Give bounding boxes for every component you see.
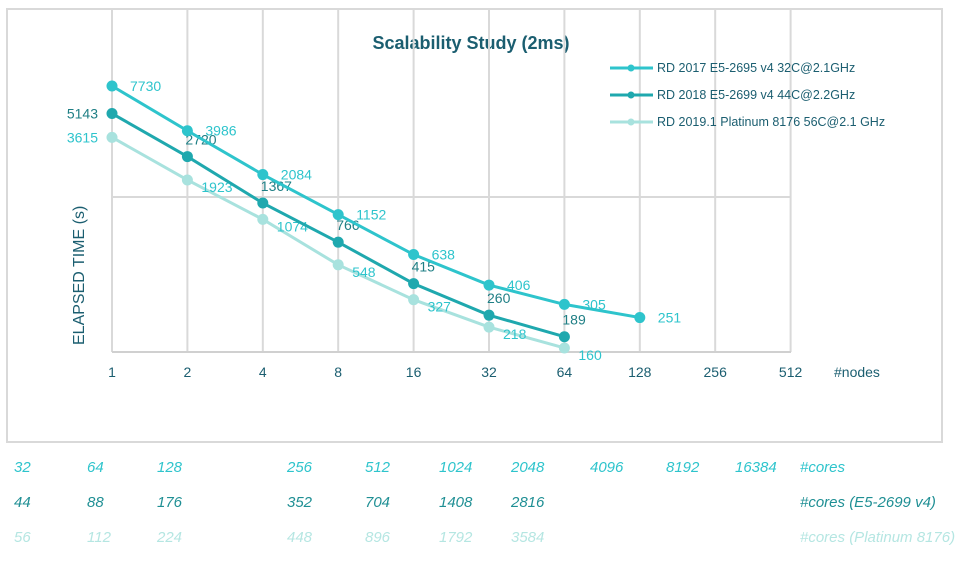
data-point [106, 80, 118, 92]
data-point [558, 298, 570, 310]
data-label: 5143 [67, 106, 98, 122]
cores-value: 56 [14, 529, 31, 546]
x-tick-label: 128 [628, 364, 652, 380]
data-label: 1074 [277, 218, 308, 234]
data-label: 218 [503, 326, 527, 342]
legend: RD 2017 E5-2695 v4 32C@2.1GHz RD 2018 E5-… [610, 61, 885, 129]
legend-entry: RD 2018 E5-2699 v4 44C@2.2GHz [657, 88, 855, 102]
cores-row-label: #cores (E5-2699 v4) [800, 494, 936, 511]
cores-value: 1792 [439, 529, 473, 546]
data-point [408, 249, 420, 261]
cores-value: 1024 [439, 459, 473, 476]
data-label: 638 [432, 247, 456, 263]
data-label: 260 [487, 290, 511, 306]
x-tick-label: 32 [481, 364, 497, 380]
data-label: 1367 [261, 178, 292, 194]
line-chart: Scalability Study (2ms) 3615192310745483… [67, 10, 885, 380]
data-label: 766 [336, 217, 360, 233]
data-label: 189 [562, 312, 586, 328]
data-point [106, 108, 118, 120]
data-point [483, 279, 495, 291]
series-1: 7730 3986 2084 1152 638 406 305 251 [106, 78, 682, 326]
x-tick-labels: 1 2 4 8 16 32 64 128 256 512 [108, 364, 802, 380]
chart-title: Scalability Study (2ms) [372, 33, 569, 53]
data-point [558, 342, 570, 354]
cores-value: 1408 [439, 494, 473, 511]
data-label: 160 [578, 347, 602, 363]
x-tick-label: 2 [184, 364, 192, 380]
x-tick-label: 64 [557, 364, 573, 380]
cores-value: 256 [287, 459, 313, 476]
data-point [332, 236, 344, 248]
data-point [408, 278, 420, 290]
cores-value: 176 [157, 494, 183, 511]
data-point [634, 312, 646, 324]
data-label: 3615 [67, 129, 98, 145]
x-tick-label: 1 [108, 364, 116, 380]
cores-value: 512 [365, 459, 391, 476]
x-tick-label: 512 [779, 364, 803, 380]
data-label: 415 [412, 259, 436, 275]
data-label: 3986 [205, 123, 236, 139]
series-line [111, 84, 641, 320]
x-tick-label: 8 [334, 364, 342, 380]
data-point [483, 321, 495, 333]
legend-entry: RD 2017 E5-2695 v4 32C@2.1GHz [657, 61, 855, 75]
data-point [332, 209, 344, 221]
chart-frame: Scalability Study (2ms) 3615 1923 1074 548 3… [6, 8, 943, 443]
data-point [257, 197, 269, 209]
data-label: 305 [582, 296, 606, 312]
data-label: 2084 [281, 167, 312, 183]
cores-value: 2048 [511, 459, 545, 476]
cores-value: 448 [287, 529, 313, 546]
cores-value: 88 [87, 494, 104, 511]
data-point [181, 174, 193, 186]
cores-value: 128 [157, 459, 183, 476]
legend-marker [627, 91, 635, 99]
data-label: 1152 [356, 207, 386, 223]
data-point [106, 131, 118, 143]
series-3: 3615 1923 1074 548 327 218 160 [67, 129, 602, 363]
data-label: 251 [658, 310, 682, 326]
legend-marker [627, 64, 635, 72]
data-point [181, 151, 193, 163]
data-point [257, 213, 269, 225]
cores-value: 32 [14, 459, 31, 476]
cores-value: 4096 [590, 459, 624, 476]
x-axis-label: #nodes [834, 364, 880, 380]
cores-value: 112 [87, 529, 111, 546]
cores-value: 352 [287, 494, 313, 511]
cores-value: 704 [365, 494, 391, 511]
x-tick-label: 4 [259, 364, 267, 380]
cores-value: 16384 [735, 459, 777, 476]
cores-value: 44 [14, 494, 31, 511]
cores-value: 896 [365, 529, 391, 546]
cores-value: 3584 [511, 529, 545, 546]
cores-value: 224 [157, 529, 183, 546]
data-point [332, 259, 344, 271]
data-label: 327 [428, 299, 452, 315]
data-label: 7730 [130, 78, 161, 94]
data-label: 1923 [201, 179, 232, 195]
gridlines [111, 10, 792, 353]
cores-row-label: #cores (Platinum 8176) [800, 529, 956, 546]
series-layer: 3615192310745483272181605143272013677664… [67, 78, 682, 363]
data-point [181, 125, 193, 137]
cores-row-label: #cores [800, 459, 846, 476]
data-label: 548 [352, 264, 376, 280]
data-label: 406 [507, 277, 531, 293]
y-axis-label: ELAPSED TIME (s) [71, 206, 88, 345]
cores-value: 64 [87, 459, 104, 476]
cores-value: 8192 [666, 459, 700, 476]
x-tick-label: 16 [406, 364, 422, 380]
data-point [408, 294, 420, 306]
legend-entry: RD 2019.1 Platinum 8176 56C@2.1 GHz [657, 115, 885, 129]
data-point [257, 169, 269, 181]
data-point [483, 309, 495, 321]
cores-value: 2816 [511, 494, 545, 511]
x-tick-label: 256 [704, 364, 728, 380]
data-point [558, 331, 570, 343]
legend-marker [627, 118, 635, 126]
